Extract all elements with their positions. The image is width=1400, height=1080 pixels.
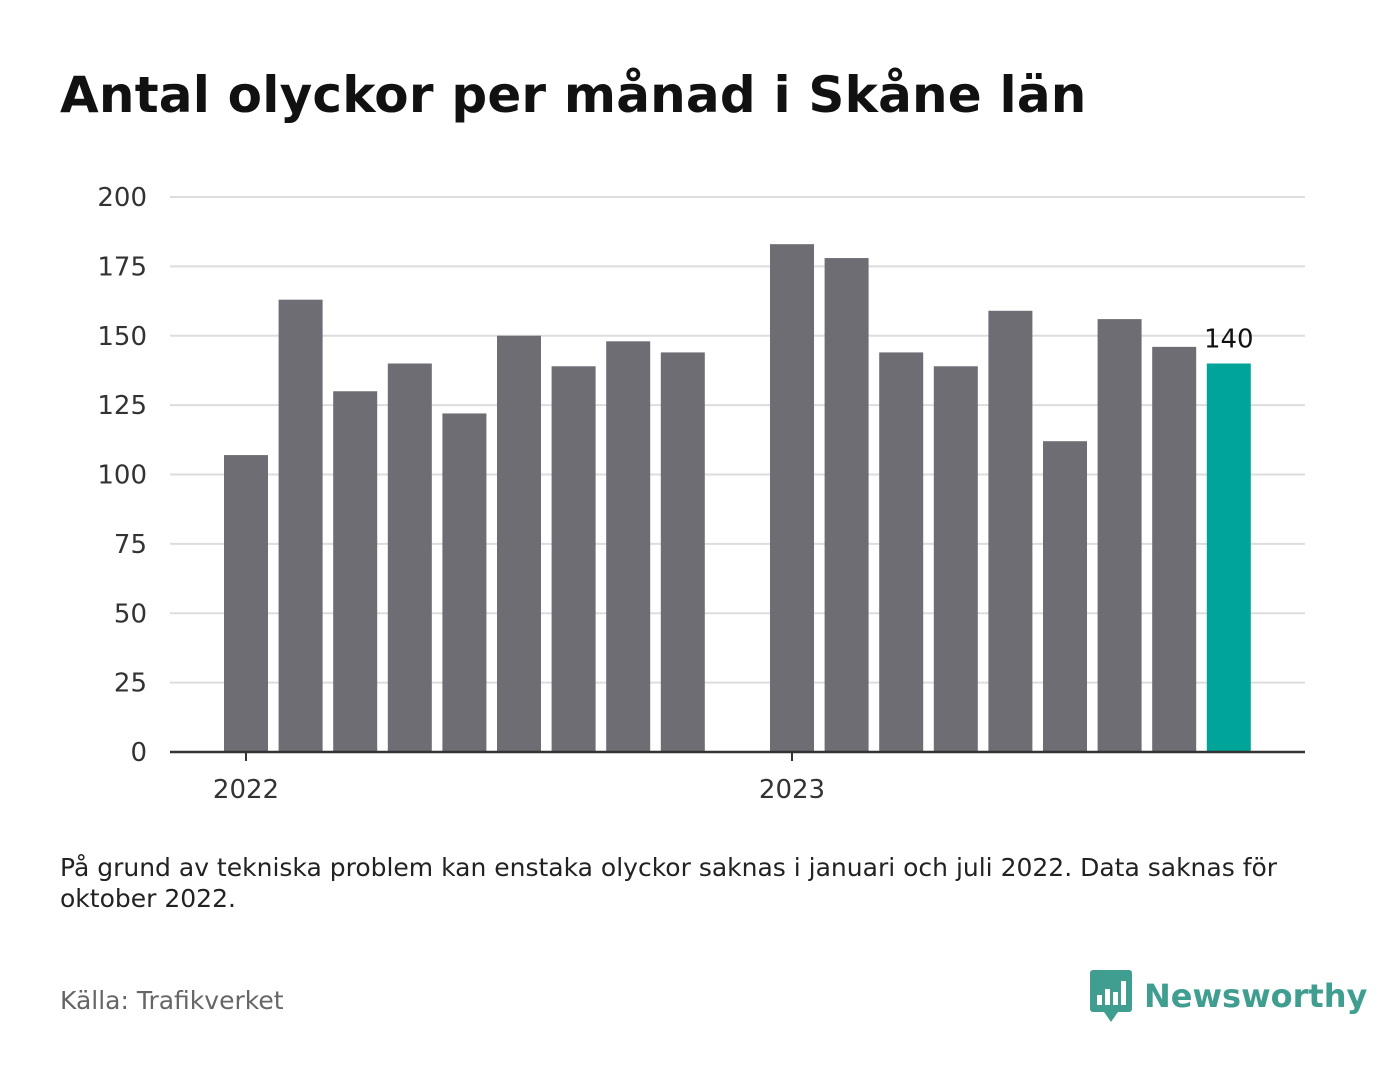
- y-tick-label: 200: [97, 183, 147, 213]
- bar-chart: 0 25 50 75 100 125 150 175 200 140 2022 2023: [97, 183, 1305, 805]
- bar: [551, 366, 596, 752]
- y-tick-label: 175: [97, 252, 147, 282]
- chart-note: På grund av tekniska problem kan enstaka…: [60, 853, 1278, 913]
- bar: [879, 352, 924, 752]
- bar-chart-icon: [1090, 970, 1132, 1022]
- brand-name: Newsworthy: [1144, 977, 1368, 1015]
- y-tick-label: 100: [97, 461, 147, 491]
- bar: [824, 258, 869, 752]
- y-tick-label: 75: [114, 530, 147, 560]
- bar: [387, 363, 432, 752]
- chart-title: Antal olyckor per månad i Skåne län: [60, 66, 1087, 124]
- bar: [224, 455, 268, 752]
- bar: [933, 366, 978, 752]
- bar: [333, 391, 378, 752]
- y-tick-label: 25: [114, 669, 147, 699]
- x-tick-label: 2023: [759, 775, 825, 805]
- bar: [770, 244, 814, 753]
- x-tick-label: 2022: [213, 775, 279, 805]
- bar: [660, 352, 705, 752]
- y-tick-label: 150: [97, 322, 147, 352]
- bar: [1206, 363, 1251, 752]
- brand-logo: Newsworthy: [1090, 970, 1367, 1022]
- data-label: 140: [1204, 325, 1254, 355]
- bar: [1152, 346, 1197, 752]
- bar: [606, 341, 651, 752]
- source-text: Källa: Trafikverket: [60, 986, 284, 1015]
- bar: [1097, 319, 1142, 752]
- y-tick-label: 125: [97, 391, 147, 421]
- bar: [442, 413, 487, 752]
- bar: [278, 299, 323, 752]
- y-tick-label: 50: [114, 599, 147, 629]
- y-tick-label: 0: [130, 738, 147, 768]
- bar: [988, 310, 1033, 752]
- bar: [1043, 441, 1087, 752]
- bar: [497, 335, 541, 752]
